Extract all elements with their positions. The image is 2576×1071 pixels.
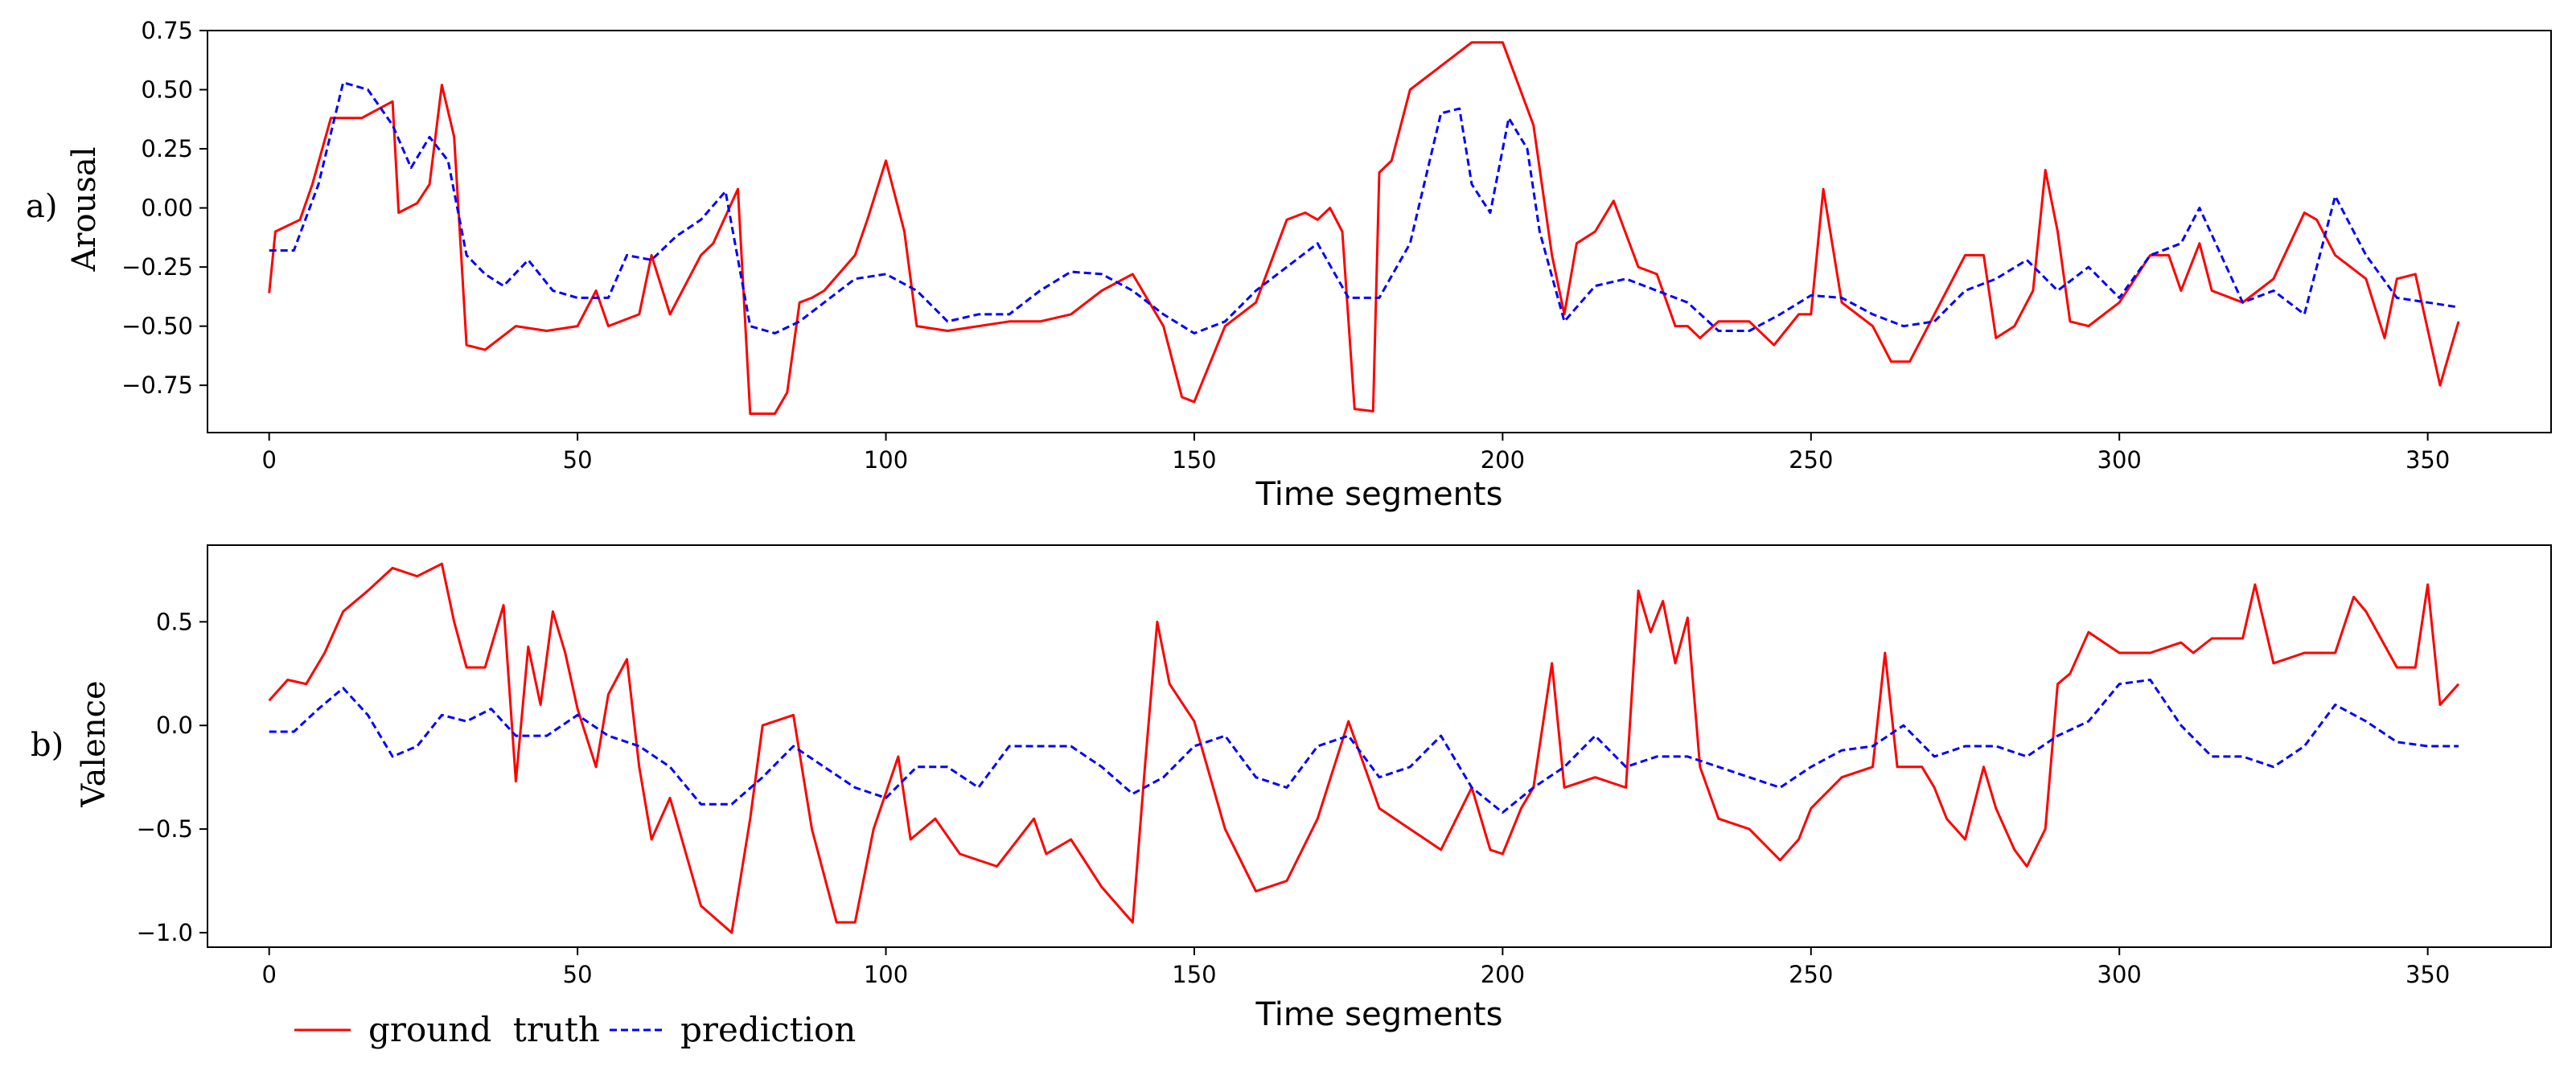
arousal-x-tick-label: 250 [1789, 446, 1833, 474]
arousal-y-tick-label: −0.25 [121, 253, 193, 281]
valence-x-tick-label: 250 [1789, 961, 1833, 988]
arousal-x-tick-label: 200 [1481, 446, 1525, 474]
arousal-x-tick-label: 300 [2097, 446, 2142, 474]
valence-y-tick-label: 0.0 [156, 712, 193, 739]
valence-x-tick-label: 50 [563, 961, 593, 988]
valence-y-tick-label: −0.5 [137, 815, 193, 843]
valence-y-axis-label: Valence [76, 680, 113, 807]
arousal-prediction-line [269, 81, 2459, 334]
arousal-y-tick-label: −0.50 [121, 313, 193, 340]
valence-chart: 0 50 100 150 200 250 300 350 0.5 0.0 −0.5 −1.0 Tim… [31, 544, 2552, 1033]
valence-x-axis-label: Time segments [1255, 996, 1503, 1033]
valence-y-tick-label: −1.0 [137, 919, 193, 946]
panel-label-b: b) [31, 727, 64, 764]
arousal-ground-truth-line [268, 41, 2460, 415]
arousal-x-tick-label: 0 [261, 446, 276, 474]
arousal-chart: 0 50 100 150 200 250 300 350 0.75 0.50 0.25 0.00 −0… [26, 17, 2552, 513]
arousal-x-tick-label: 350 [2405, 446, 2450, 474]
valence-x-tick-label: 300 [2097, 961, 2142, 988]
valence-x-tick-label: 0 [261, 961, 276, 988]
arousal-x-tick-label: 150 [1172, 446, 1216, 474]
valence-x-tick-label: 200 [1481, 961, 1525, 988]
arousal-y-tick-label: 0.25 [141, 135, 193, 162]
arousal-x-tick-label: 100 [864, 446, 908, 474]
valence-x-tick-label: 100 [864, 961, 908, 988]
valence-x-tick-label: 150 [1172, 961, 1216, 988]
arousal-y-tick-label: 0.75 [141, 17, 193, 44]
legend-ground-truth-label: ground truth [368, 1010, 600, 1049]
valence-x-tick-label: 350 [2405, 961, 2450, 988]
valence-plot-frame [207, 544, 2552, 948]
valence-y-tick-label: 0.5 [156, 608, 193, 635]
legend-prediction-label: prediction [680, 1010, 856, 1049]
arousal-y-tick-label: −0.75 [121, 371, 193, 399]
arousal-y-tick-label: 0.50 [141, 76, 193, 104]
arousal-y-tick-label: 0.00 [141, 195, 193, 222]
arousal-plot-frame [207, 30, 2552, 433]
valence-prediction-line [269, 679, 2459, 814]
legend: ground truth prediction [294, 1010, 856, 1049]
arousal-y-axis-label: Arousal [66, 146, 103, 272]
arousal-x-tick-label: 50 [563, 446, 593, 474]
arousal-x-axis-label: Time segments [1255, 476, 1503, 513]
valence-ground-truth-line [268, 562, 2460, 934]
panel-label-a: a) [26, 188, 57, 225]
